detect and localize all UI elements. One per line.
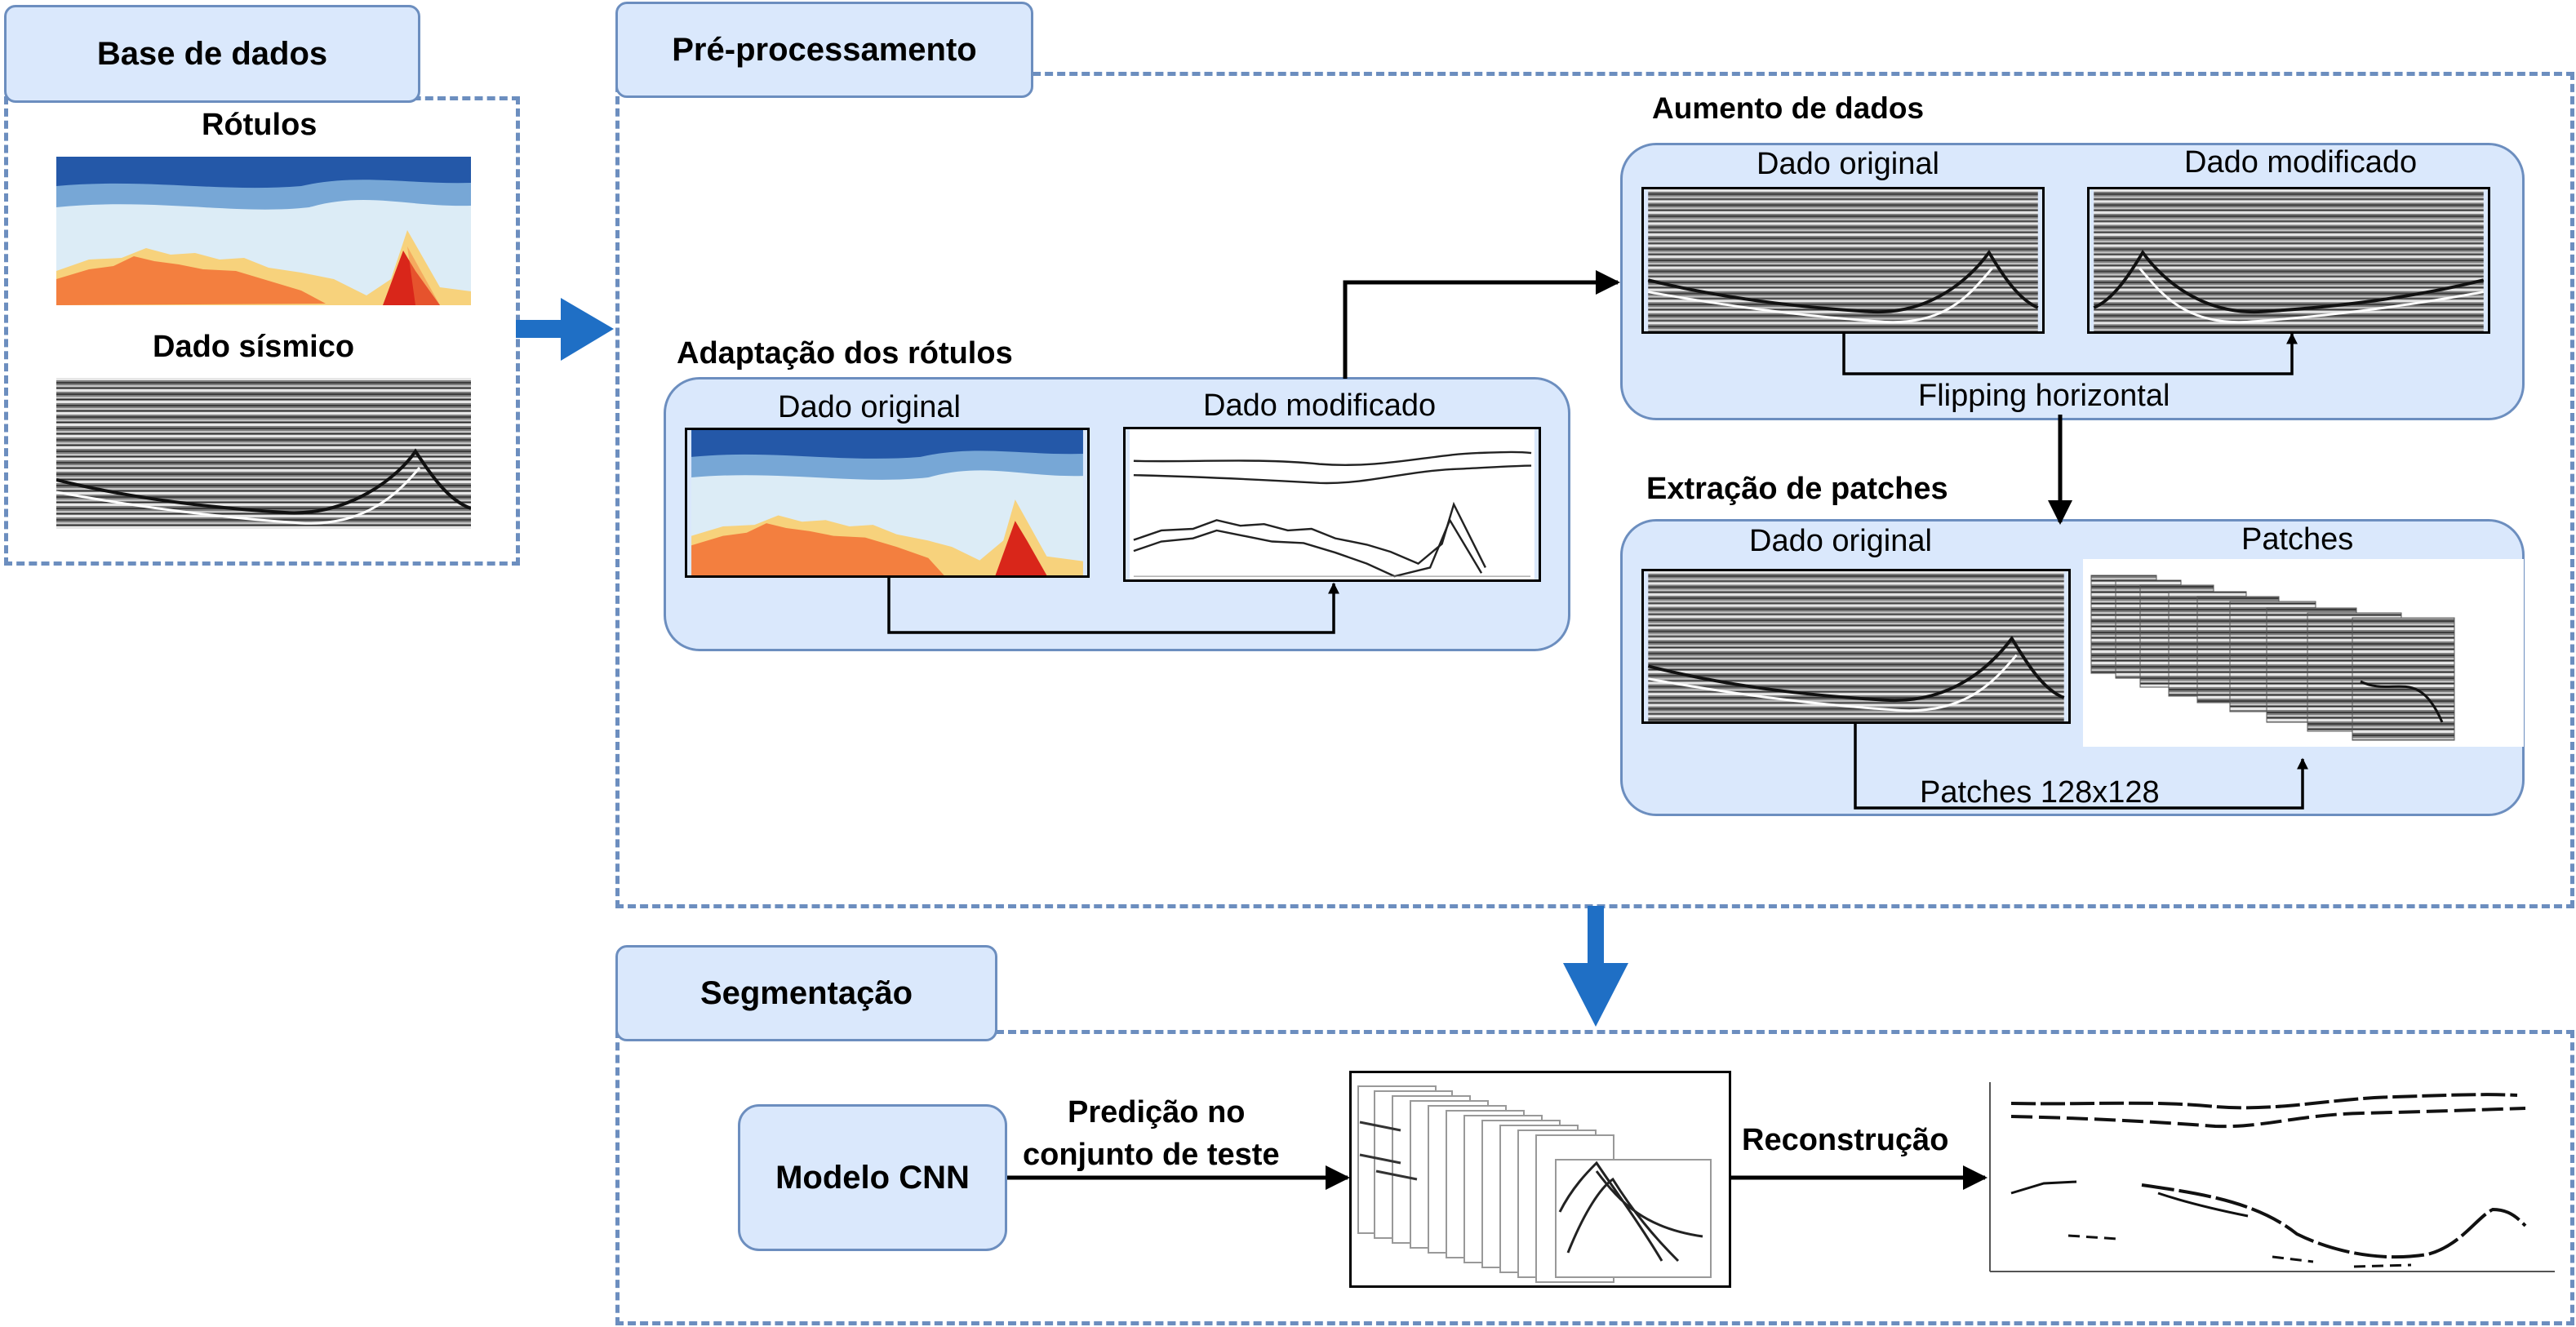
- aumento-modificado-label: Dado modificado: [2184, 145, 2418, 180]
- adaptacao-modificado-label: Dado modificado: [1203, 388, 1437, 423]
- modelo-cnn-label: Modelo CNN: [775, 1159, 970, 1196]
- dado-sismico-image: [56, 378, 471, 529]
- predicao-label-2: conjunto de teste: [1023, 1138, 1280, 1172]
- adaptacao-title: Adaptação dos rótulos: [677, 336, 1013, 371]
- reconstrucao-label: Reconstrução: [1742, 1123, 1949, 1157]
- extracao-patches-label: Patches: [2241, 522, 2354, 557]
- arrow-to-segmentation: [1563, 906, 1628, 1027]
- predicted-patches-image: [1357, 1085, 1712, 1283]
- modelo-cnn-box: Modelo CNN: [738, 1104, 1007, 1251]
- aumento-original-image: [1641, 187, 2045, 334]
- segmentacao-title-text: Segmentação: [700, 974, 913, 1011]
- adaptacao-modificado-image: [1123, 427, 1541, 582]
- patch-stack: [2090, 575, 2455, 741]
- segmentacao-title: Segmentação: [615, 945, 997, 1041]
- base-dados-title: Base de dados: [4, 5, 420, 103]
- reconstruction-image: [1987, 1079, 2558, 1275]
- rotulos-label: Rótulos: [202, 108, 318, 142]
- predicted-patches-frame: [1349, 1071, 1731, 1288]
- patches-image: [2083, 559, 2524, 747]
- adaptacao-original-image: [685, 428, 1090, 578]
- patches-size-label: Patches 128x128: [1920, 775, 2160, 810]
- aumento-title: Aumento de dados: [1652, 91, 1925, 125]
- preprocessamento-title-text: Pré-processamento: [672, 31, 977, 68]
- rotulos-image: [56, 157, 471, 305]
- dado-sismico-label: Dado sísmico: [153, 330, 355, 364]
- extracao-original-label: Dado original: [1749, 524, 1932, 558]
- arrow-to-preprocessing: [516, 298, 614, 361]
- aumento-original-label: Dado original: [1757, 147, 1939, 181]
- extracao-title: Extração de patches: [1646, 472, 1948, 506]
- adaptacao-original-label: Dado original: [778, 390, 961, 424]
- predicao-label-1: Predição no: [1068, 1095, 1246, 1130]
- segmentacao-region: [615, 1030, 2574, 1325]
- flipping-label: Flipping horizontal: [1918, 379, 2170, 413]
- base-dados-title-text: Base de dados: [96, 35, 328, 72]
- aumento-modificado-image: [2087, 187, 2490, 334]
- extracao-original-image: [1641, 569, 2071, 724]
- preprocessamento-title: Pré-processamento: [615, 2, 1033, 98]
